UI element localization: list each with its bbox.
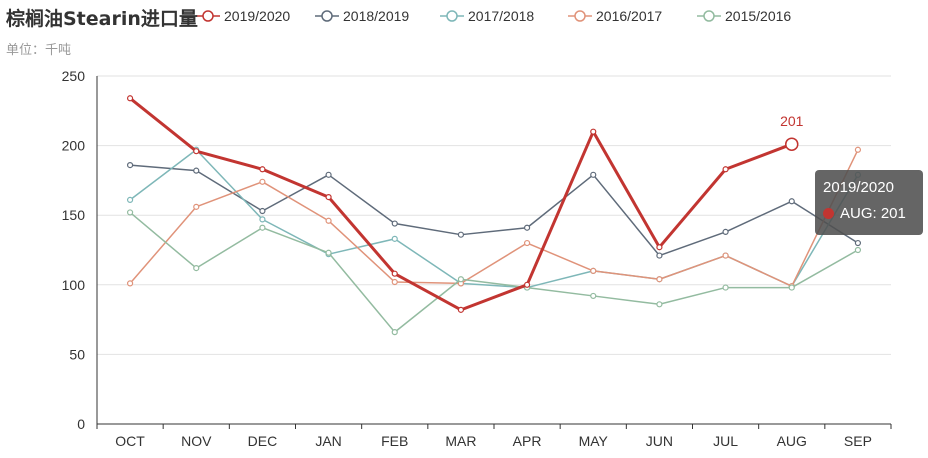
data-point xyxy=(391,278,398,286)
legend-label: 2018/2019 xyxy=(343,8,409,24)
y-tick-label: 0 xyxy=(77,416,85,432)
x-tick-label: FEB xyxy=(381,433,408,449)
data-point xyxy=(656,244,663,251)
data-point xyxy=(854,146,862,153)
data-point xyxy=(656,252,663,259)
x-tick-label: JAN xyxy=(315,433,341,449)
x-tick-label: MAR xyxy=(445,433,476,449)
data-point xyxy=(193,167,200,174)
data-point xyxy=(325,217,332,224)
legend-swatch-marker xyxy=(321,10,333,22)
data-point xyxy=(656,301,663,308)
tooltip-row: AUG: 201 xyxy=(823,205,906,222)
x-tick-label: OCT xyxy=(115,433,145,449)
data-point xyxy=(523,281,531,288)
tooltip-series-dot xyxy=(823,208,834,219)
series-line xyxy=(129,149,859,287)
x-tick-label: AUG xyxy=(777,433,807,449)
data-point xyxy=(722,228,729,236)
x-tick-label: DEC xyxy=(248,433,278,449)
chart-subtitle: 单位：千吨 xyxy=(6,43,72,58)
legend-swatch-marker xyxy=(202,10,214,22)
data-point xyxy=(391,270,398,277)
x-tick-label: JUN xyxy=(646,433,673,449)
y-tick-label: 50 xyxy=(69,346,85,362)
tooltip-title: 2019/2020 xyxy=(823,179,894,196)
legend-label: 2017/2018 xyxy=(468,8,534,24)
x-tick-label: SEP xyxy=(844,433,872,449)
data-point xyxy=(259,166,266,173)
legend-label: 2015/2016 xyxy=(725,8,791,24)
data-point xyxy=(590,128,597,135)
data-point xyxy=(259,178,266,185)
data-point xyxy=(391,329,398,336)
data-point xyxy=(788,284,795,291)
highlight-data-label: 201 xyxy=(780,113,804,129)
tooltip: 2019/2020 AUG: 201 xyxy=(815,170,923,235)
data-point xyxy=(722,252,729,259)
data-point xyxy=(590,171,597,178)
x-tick-label: JUL xyxy=(713,433,738,449)
data-point xyxy=(193,148,200,155)
y-tick-label: 100 xyxy=(62,277,86,293)
data-point xyxy=(785,137,799,151)
data-point xyxy=(126,95,134,102)
legend-label: 2016/2017 xyxy=(596,8,662,24)
y-tick-label: 250 xyxy=(62,68,86,84)
chart-title: 棕榈油Stearin进口量 xyxy=(6,8,198,30)
legend-swatch-marker xyxy=(446,10,458,22)
legend-label: 2019/2020 xyxy=(224,8,290,24)
data-point xyxy=(457,231,465,238)
data-point xyxy=(193,203,200,210)
data-point xyxy=(788,198,795,205)
data-point xyxy=(590,292,597,300)
data-point xyxy=(523,224,531,231)
data-point xyxy=(259,224,266,231)
data-point xyxy=(391,220,398,227)
x-tick-label: MAY xyxy=(579,433,609,449)
y-tick-label: 150 xyxy=(62,207,86,223)
data-point xyxy=(126,280,134,287)
data-point xyxy=(259,207,266,215)
x-tick-label: NOV xyxy=(181,433,212,449)
data-point xyxy=(590,267,597,274)
data-point xyxy=(126,161,134,169)
data-point xyxy=(722,166,729,173)
data-point xyxy=(722,284,729,291)
x-tick-label: APR xyxy=(513,433,542,449)
data-point xyxy=(193,264,200,272)
data-point xyxy=(457,276,465,283)
data-point xyxy=(854,239,862,247)
data-point xyxy=(126,209,134,216)
data-point xyxy=(391,235,398,242)
data-point xyxy=(523,239,531,247)
data-point xyxy=(259,216,266,223)
data-point xyxy=(457,306,465,313)
legend-swatch-marker xyxy=(574,10,586,22)
data-point xyxy=(656,276,663,283)
data-point xyxy=(126,196,134,203)
y-tick-label: 200 xyxy=(62,138,86,154)
data-point xyxy=(325,194,332,201)
data-point xyxy=(854,246,862,254)
data-point xyxy=(325,249,332,256)
series-line xyxy=(130,164,859,257)
series-line xyxy=(129,211,859,333)
legend-swatch-marker xyxy=(703,10,715,22)
data-point xyxy=(325,171,332,178)
tooltip-value: AUG: 201 xyxy=(840,205,906,222)
